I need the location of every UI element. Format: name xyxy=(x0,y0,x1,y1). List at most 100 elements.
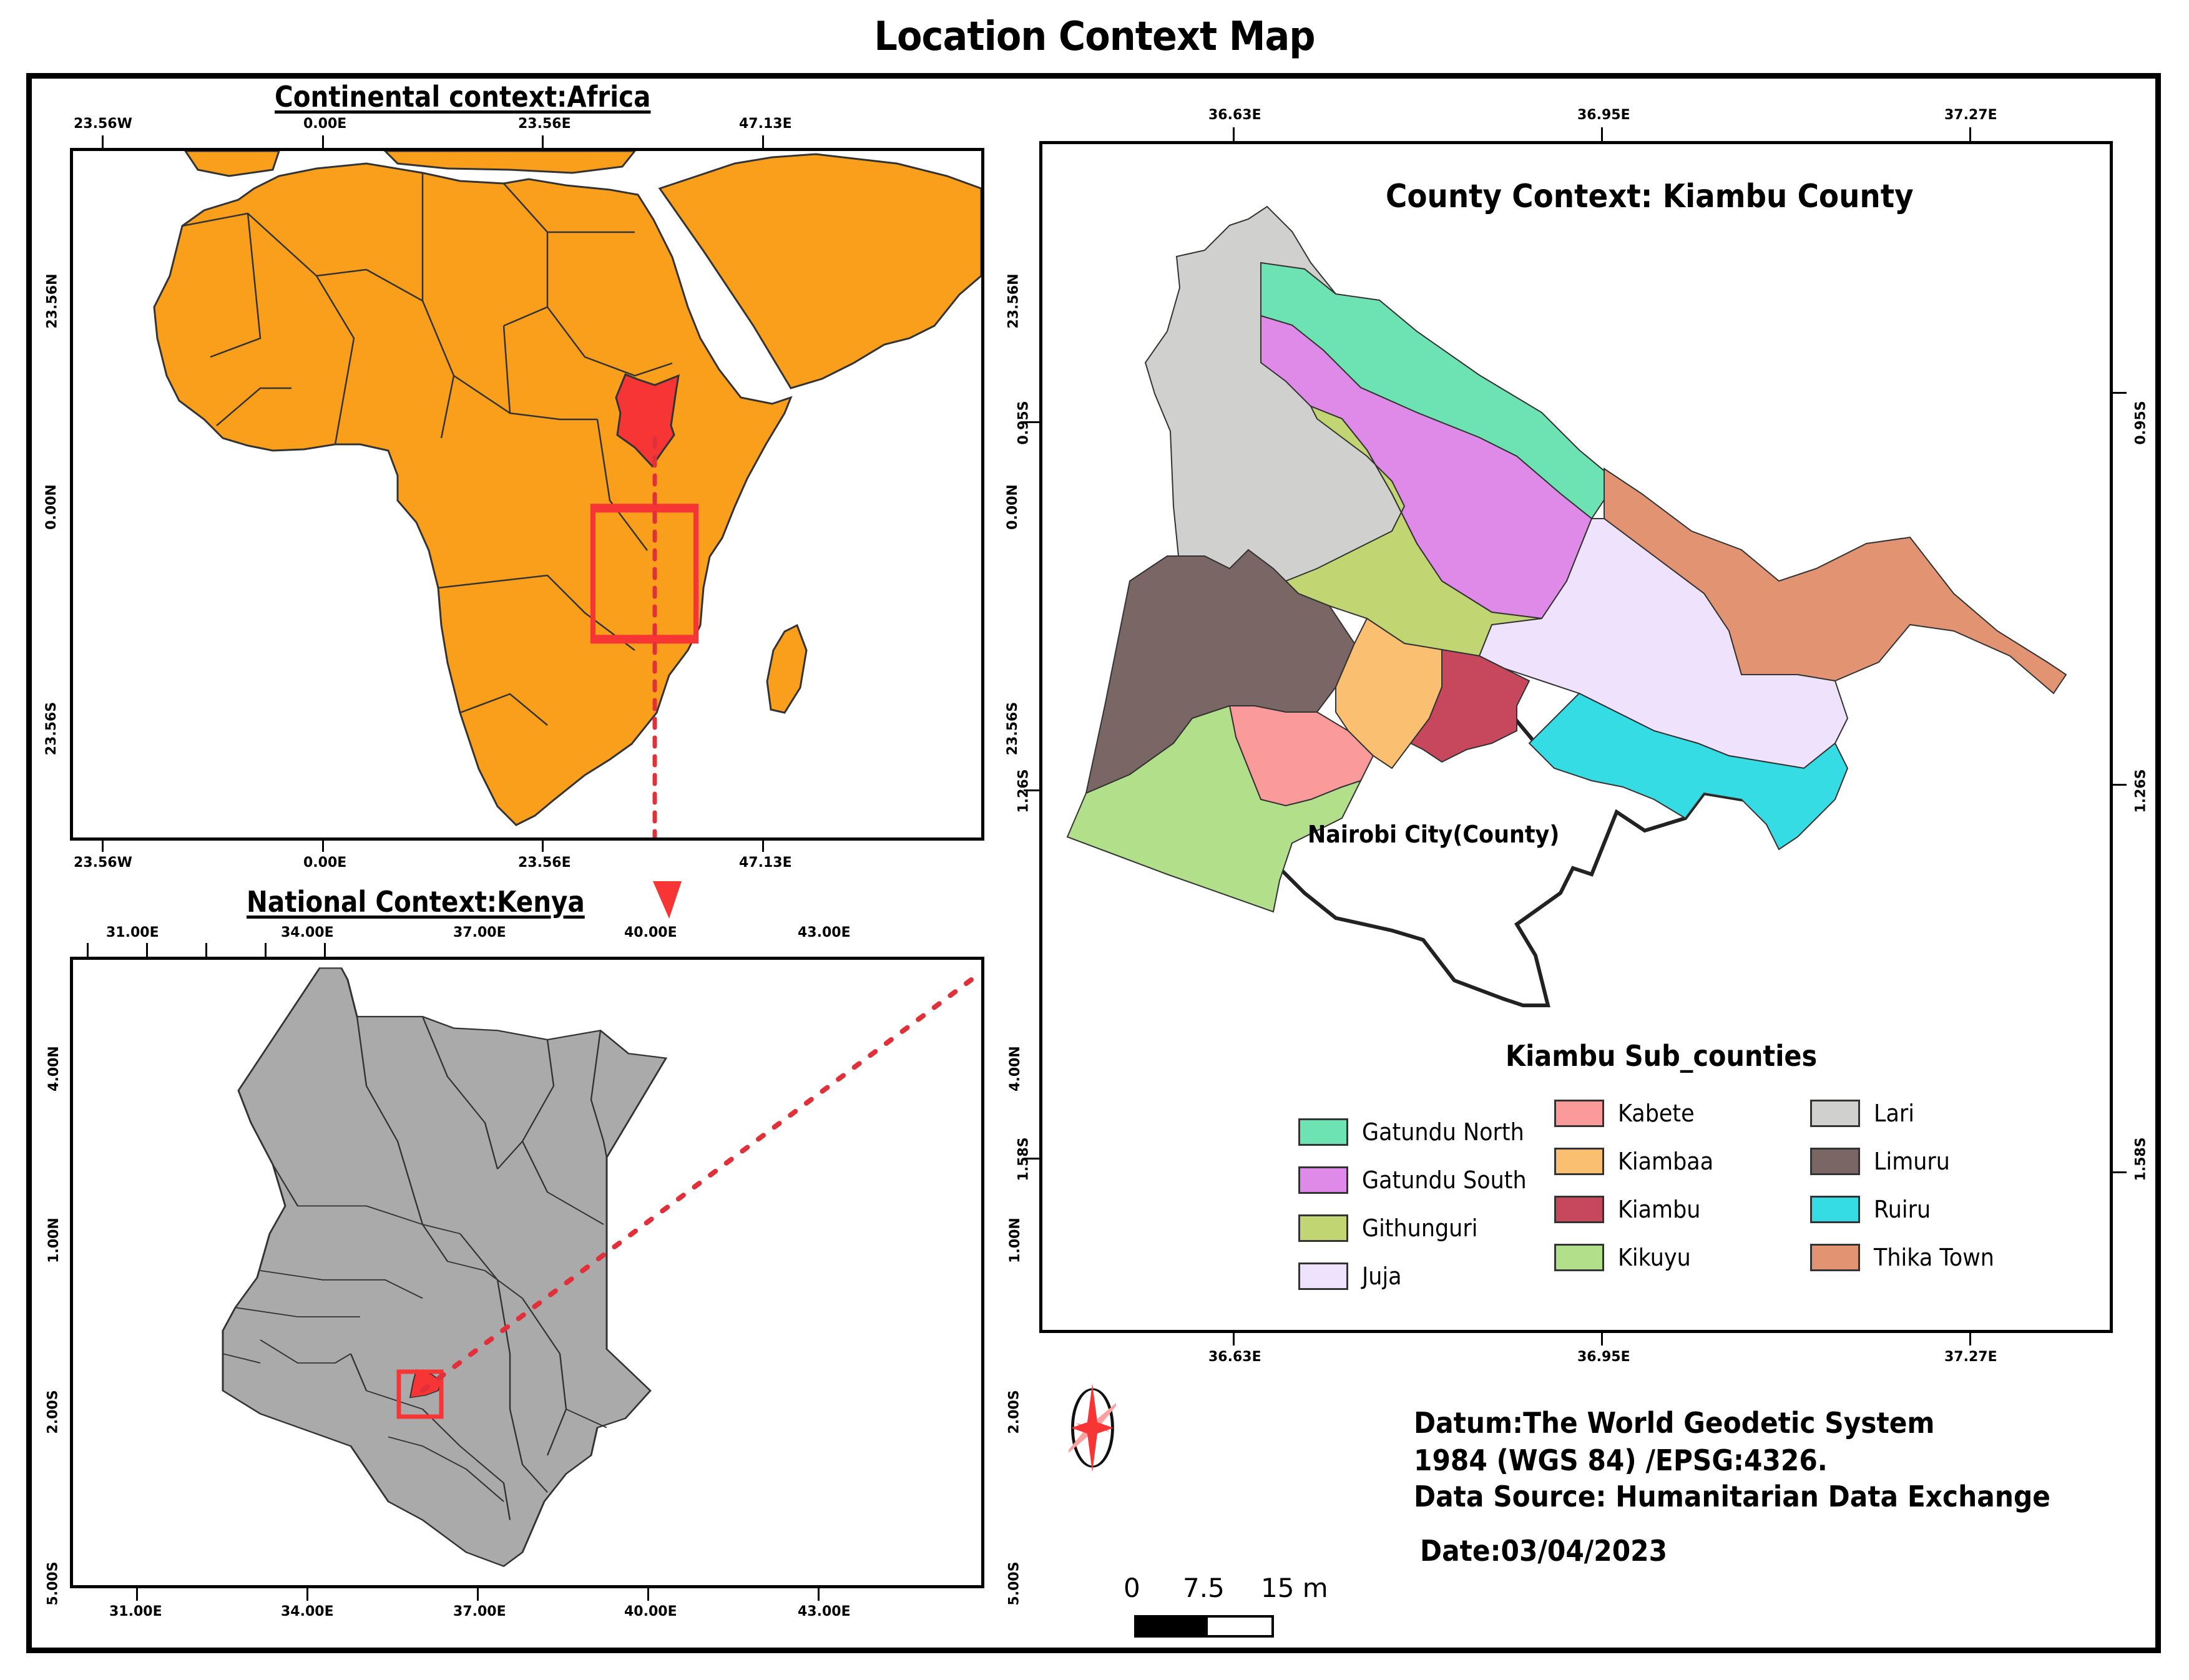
county-top-tick-label: 36.63E xyxy=(1208,107,1261,123)
legend-item: Kabete xyxy=(1554,1098,1701,1128)
legend-swatch xyxy=(1298,1262,1348,1290)
legend-item: Gatundu South xyxy=(1298,1165,1541,1195)
legend-item: Limuru xyxy=(1810,1146,1957,1176)
africa-top-tick-label: 23.56E xyxy=(518,116,571,132)
county-map-title: County Context: Kiambu County xyxy=(1386,178,1914,215)
county-map[interactable] xyxy=(1039,141,2113,1333)
legend-swatch xyxy=(1298,1166,1348,1194)
legend-label: Limuru xyxy=(1874,1148,1950,1175)
connector-arrowhead-down-icon xyxy=(653,881,682,919)
kenya-top-tick-label: 40.00E xyxy=(624,925,677,940)
national-map-title: National Context:Kenya xyxy=(247,885,585,919)
kenya-top-tick-label: 34.00E xyxy=(281,925,334,940)
county-top-tick-label: 36.95E xyxy=(1577,107,1630,123)
africa-bottom-tick-label: 23.56W xyxy=(74,855,132,871)
kiambu-map-svg xyxy=(1066,205,2067,1007)
legend-item: Kikuyu xyxy=(1554,1243,1697,1272)
scale-label: 7.5 xyxy=(1183,1573,1225,1603)
africa-bottom-tick-label: 23.56E xyxy=(518,855,571,871)
kenya-map-svg xyxy=(222,967,981,1567)
legend-label: Kiambu xyxy=(1618,1196,1701,1223)
kenya-bottom-tick-label: 31.00E xyxy=(109,1604,162,1619)
africa-bottom-tick-label: 0.00E xyxy=(303,855,347,871)
continental-map-title: Continental context:Africa xyxy=(275,80,651,114)
legend-swatch xyxy=(1810,1196,1860,1223)
legend-item: Githunguri xyxy=(1298,1213,1488,1243)
kenya-left-tick-label: 2.00S xyxy=(45,1390,61,1434)
datum-text: Datum:The World Geodetic System xyxy=(1414,1406,1935,1440)
africa-right-tick-label: 23.56N xyxy=(1006,273,1022,329)
legend-label: Ruiru xyxy=(1874,1196,1931,1223)
kenya-top-tick-label: 31.00E xyxy=(106,925,159,940)
legend-label: Kiambaa xyxy=(1618,1148,1714,1175)
county-right-tick-label: 1.58S xyxy=(2133,1137,2149,1181)
kenya-bottom-tick-label: 34.00E xyxy=(281,1604,334,1619)
legend-swatch xyxy=(1298,1214,1348,1242)
africa-left-tick-label: 23.56S xyxy=(44,701,60,756)
legend-label: Githunguri xyxy=(1362,1214,1478,1242)
layout-frame xyxy=(26,73,2161,1653)
africa-right-tick-label: 23.56S xyxy=(1005,701,1021,756)
scale-bar-segment-black xyxy=(1134,1615,1205,1638)
kenya-bottom-tick-label: 40.00E xyxy=(624,1604,677,1619)
kenya-left-tick-label: 4.00N xyxy=(46,1046,62,1092)
continental-map[interactable] xyxy=(70,148,984,841)
legend-item: Gatundu North xyxy=(1298,1117,1538,1147)
legend-swatch xyxy=(1810,1148,1860,1175)
legend-item: Ruiru xyxy=(1810,1194,1936,1224)
kenya-bottom-tick-label: 37.00E xyxy=(453,1604,506,1619)
legend-swatch xyxy=(1810,1100,1860,1127)
legend-swatch xyxy=(1554,1148,1604,1175)
page-title: Location Context Map xyxy=(874,14,1315,60)
legend-item: Thika Town xyxy=(1810,1243,2005,1272)
datum-text-line2: 1984 (WGS 84) /EPSG:4326. xyxy=(1414,1443,1828,1477)
kenya-right-tick-label: 4.00N xyxy=(1007,1046,1023,1092)
legend-label: Kabete xyxy=(1618,1100,1695,1127)
county-right-tick-label: 0.95S xyxy=(2133,401,2149,445)
national-map[interactable] xyxy=(70,957,984,1588)
africa-left-tick-label: 23.56N xyxy=(44,273,61,329)
kenya-bottom-tick-label: 43.00E xyxy=(798,1604,851,1619)
legend-swatch xyxy=(1554,1244,1604,1271)
legend-label: Thika Town xyxy=(1874,1244,1994,1271)
africa-left-tick-label: 0.00N xyxy=(43,484,59,530)
legend-title: Kiambu Sub_counties xyxy=(1506,1039,1818,1073)
county-bottom-tick-label: 36.95E xyxy=(1577,1349,1630,1365)
legend-label: Juja xyxy=(1362,1262,1402,1290)
kenya-right-tick-label: 5.00S xyxy=(1006,1561,1022,1606)
kenya-right-tick-label: 2.00S xyxy=(1006,1390,1022,1434)
legend-item: Juja xyxy=(1298,1261,1405,1291)
data-source-text: Data Source: Humanitarian Data Exchange xyxy=(1414,1480,2050,1513)
scale-bar-segment-white xyxy=(1205,1615,1274,1638)
legend-item: Kiambu xyxy=(1554,1194,1708,1224)
africa-top-tick-label: 0.00E xyxy=(303,116,347,132)
kenya-right-tick-label: 1.00N xyxy=(1007,1218,1023,1263)
legend-swatch xyxy=(1554,1100,1604,1127)
kenya-left-tick-label: 1.00N xyxy=(46,1218,62,1263)
county-top-tick-label: 37.27E xyxy=(1944,107,1997,123)
africa-top-tick-label: 47.13E xyxy=(739,116,792,132)
kenya-top-tick-label: 43.00E xyxy=(798,925,851,940)
kenya-left-tick-label: 5.00S xyxy=(45,1561,61,1606)
africa-top-tick-label: 23.56W xyxy=(74,116,132,132)
africa-map-svg xyxy=(153,151,981,838)
legend-label: Lari xyxy=(1874,1100,1914,1127)
africa-bottom-tick-label: 47.13E xyxy=(739,855,792,871)
compass-rose-icon xyxy=(1069,1384,1116,1472)
county-bottom-tick-label: 36.63E xyxy=(1208,1349,1261,1365)
date-text: Date:03/04/2023 xyxy=(1420,1534,1668,1568)
county-bottom-tick-label: 37.27E xyxy=(1944,1349,1997,1365)
kenya-top-tick-label: 37.00E xyxy=(453,925,506,940)
legend-label: Gatundu South xyxy=(1362,1166,1527,1194)
legend-swatch xyxy=(1554,1196,1604,1223)
legend-label: Kikuyu xyxy=(1618,1244,1691,1271)
nairobi-label: Nairobi City(County) xyxy=(1308,821,1560,848)
legend-swatch xyxy=(1298,1118,1348,1146)
scale-label: 0 xyxy=(1124,1573,1140,1603)
africa-right-tick-label: 0.00N xyxy=(1004,484,1021,530)
legend-label: Gatundu North xyxy=(1362,1118,1524,1146)
scale-label: 15 m xyxy=(1261,1573,1328,1603)
legend-item: Kiambaa xyxy=(1554,1146,1721,1176)
county-right-tick-label: 1.26S xyxy=(2133,769,2149,813)
legend-item: Lari xyxy=(1810,1098,1918,1128)
